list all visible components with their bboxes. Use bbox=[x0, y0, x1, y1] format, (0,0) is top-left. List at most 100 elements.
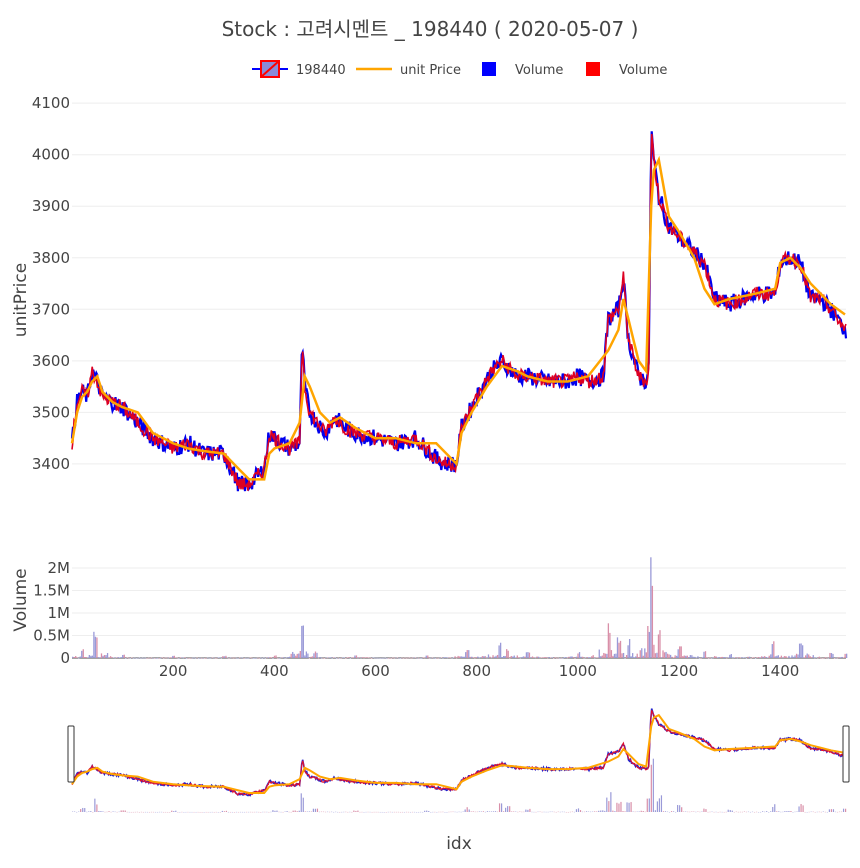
volume-bar bbox=[454, 656, 455, 658]
range-handle-left[interactable] bbox=[68, 726, 74, 782]
volume-bar bbox=[652, 586, 653, 658]
volume-bar bbox=[322, 658, 323, 659]
volume-bar bbox=[418, 658, 419, 659]
volume-bar bbox=[369, 658, 370, 659]
volume-bar bbox=[635, 656, 636, 658]
volume-bar bbox=[752, 657, 753, 658]
volume-bar bbox=[368, 658, 369, 659]
range-volume-bar bbox=[317, 809, 318, 812]
volume-bar bbox=[105, 655, 106, 658]
volume-bar bbox=[796, 654, 797, 658]
volume-bar bbox=[691, 655, 692, 658]
volume-bar bbox=[731, 654, 732, 658]
volume-bar bbox=[121, 657, 122, 658]
volume-bar bbox=[333, 657, 334, 658]
volume-tick-label: 2M bbox=[48, 559, 71, 577]
volume-bar bbox=[195, 658, 196, 659]
legend-item-2[interactable]: Volume bbox=[482, 62, 563, 78]
range-volume-bar bbox=[762, 811, 763, 812]
volume-bar bbox=[725, 657, 726, 658]
volume-bar bbox=[741, 657, 742, 658]
range-volume-bar bbox=[647, 799, 648, 812]
volume-bar bbox=[556, 658, 557, 659]
volume-bar bbox=[309, 658, 310, 659]
range-volume-bar bbox=[786, 811, 787, 812]
volume-bar bbox=[294, 654, 295, 658]
volume-bar bbox=[162, 657, 163, 658]
volume-bar bbox=[486, 658, 487, 659]
range-volume-bar bbox=[677, 805, 678, 812]
volume-bar bbox=[491, 658, 492, 659]
volume-bar bbox=[313, 653, 314, 658]
chart-title: Stock : 고려시멘트 _ 198440 ( 2020-05-07 ) bbox=[222, 17, 639, 41]
volume-bar bbox=[180, 657, 181, 658]
price-series-up bbox=[72, 134, 846, 491]
volume-bar bbox=[366, 657, 367, 658]
volume-bar bbox=[729, 655, 730, 658]
volume-bar bbox=[547, 658, 548, 659]
volume-bar bbox=[350, 658, 351, 659]
volume-bar bbox=[615, 654, 616, 658]
volume-bar bbox=[325, 658, 326, 659]
range-slider[interactable] bbox=[68, 700, 849, 812]
legend-item-0[interactable]: 198440 bbox=[252, 61, 346, 78]
volume-bar bbox=[243, 658, 244, 659]
volume-bar bbox=[372, 657, 373, 658]
price-tick-label: 3800 bbox=[32, 249, 70, 267]
volume-bar bbox=[816, 657, 817, 658]
volume-bar bbox=[784, 656, 785, 658]
range-volume-bar bbox=[728, 810, 729, 812]
volume-bar bbox=[546, 657, 547, 658]
price-tick-label: 3900 bbox=[32, 197, 70, 215]
range-volume-bar bbox=[424, 811, 425, 812]
volume-bar bbox=[505, 656, 506, 658]
volume-bar bbox=[617, 637, 618, 658]
volume-bar bbox=[445, 657, 446, 658]
volume-bar bbox=[260, 658, 261, 659]
volume-bar bbox=[708, 658, 709, 659]
volume-bar bbox=[668, 654, 669, 658]
volume-bar bbox=[583, 658, 584, 659]
volume-bar bbox=[133, 658, 134, 659]
volume-bar bbox=[155, 658, 156, 659]
volume-bar bbox=[646, 652, 647, 658]
volume-bar bbox=[640, 650, 641, 658]
range-volume-bar bbox=[171, 811, 172, 812]
volume-bar bbox=[400, 658, 401, 659]
volume-bar bbox=[488, 654, 489, 658]
range-volume-bar bbox=[469, 809, 470, 812]
volume-bar bbox=[544, 657, 545, 658]
volume-bar bbox=[632, 653, 633, 658]
legend[interactable]: 198440 unit Price Volume Volume bbox=[252, 61, 667, 78]
volume-bar bbox=[608, 623, 609, 658]
legend-item-3[interactable]: Volume bbox=[586, 62, 667, 78]
volume-bar bbox=[831, 653, 832, 658]
volume-bar bbox=[737, 658, 738, 659]
volume-bar bbox=[664, 652, 665, 658]
volume-bar bbox=[586, 657, 587, 658]
volume-bar bbox=[650, 557, 651, 658]
volume-bar bbox=[562, 658, 563, 659]
volume-bar bbox=[128, 658, 129, 659]
volume-bar bbox=[196, 658, 197, 659]
range-volume-bar bbox=[610, 792, 611, 812]
legend-item-1[interactable]: unit Price bbox=[356, 63, 461, 78]
volume-bar bbox=[265, 658, 266, 659]
volume-bar bbox=[152, 658, 153, 659]
volume-bar bbox=[81, 651, 82, 658]
volume-bar bbox=[655, 653, 656, 658]
volume-bar bbox=[424, 658, 425, 659]
volume-bar bbox=[413, 658, 414, 659]
volume-bar bbox=[605, 654, 606, 658]
volume-bar bbox=[266, 658, 267, 659]
range-handle-right[interactable] bbox=[843, 726, 849, 782]
volume-bar bbox=[351, 658, 352, 659]
volume-axis-label: Volume bbox=[11, 568, 31, 631]
range-volume-bar bbox=[507, 806, 508, 812]
volume-bar bbox=[341, 658, 342, 659]
volume-bar bbox=[96, 637, 97, 658]
range-volume-bar bbox=[175, 811, 176, 812]
volume-bar bbox=[327, 658, 328, 659]
